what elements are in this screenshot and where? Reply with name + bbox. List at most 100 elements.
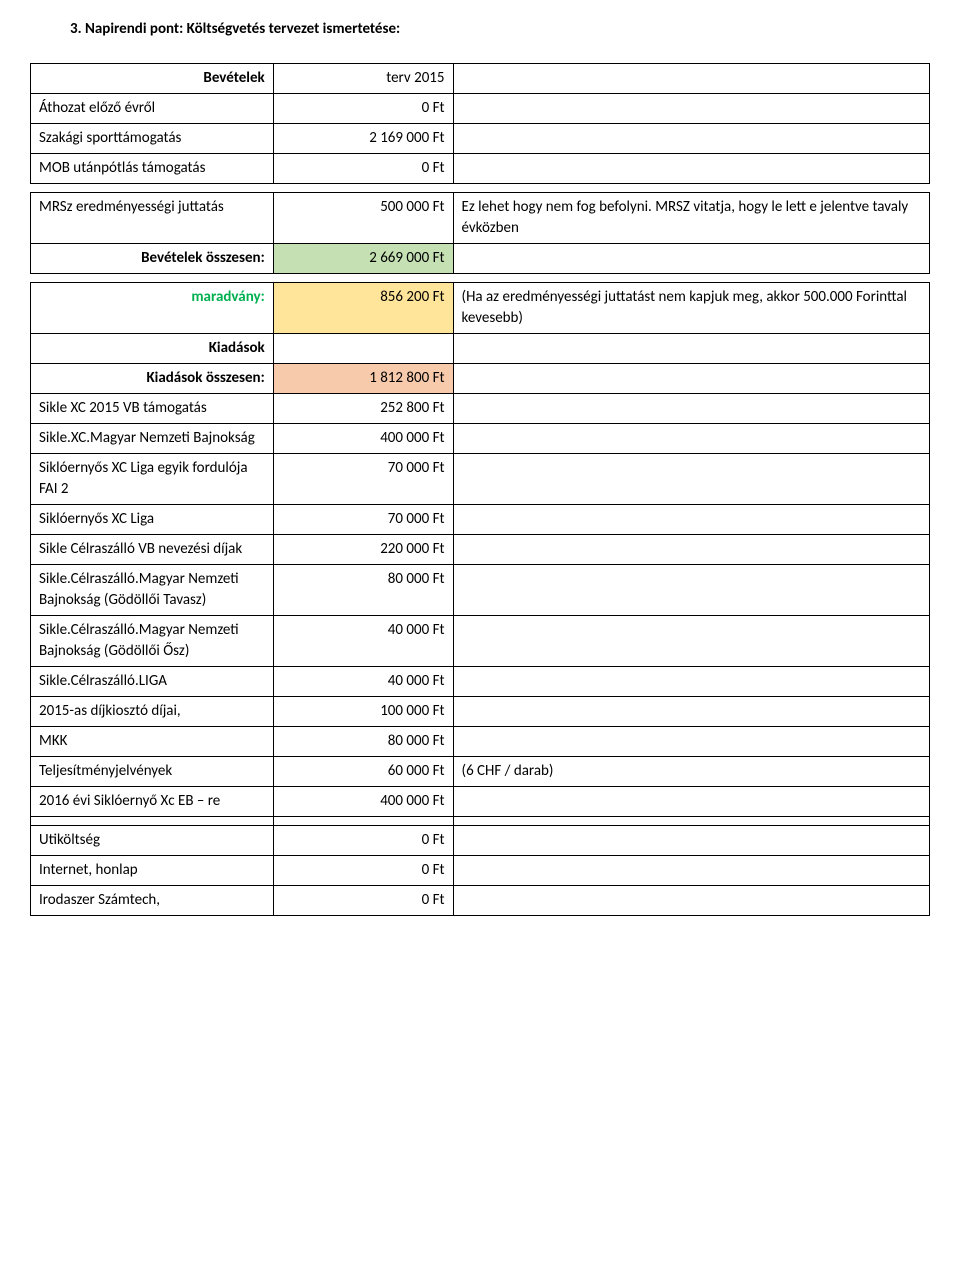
table-row: MOB utánpótlás támogatás0 Ft — [31, 154, 930, 184]
col-note — [453, 856, 929, 886]
table-row — [31, 817, 930, 826]
table-row: Kiadások összesen:1 812 800 Ft — [31, 364, 930, 394]
col-value: 70 000 Ft — [273, 505, 453, 535]
col-note — [453, 454, 929, 505]
col-note — [453, 244, 929, 274]
table-row: Internet, honlap0 Ft — [31, 856, 930, 886]
budget-table: Bevételekterv 2015Áthozat előző évről0 F… — [30, 63, 930, 916]
table-row: Áthozat előző évről0 Ft — [31, 94, 930, 124]
table-row: Sikle.Célraszálló.Magyar Nemzeti Bajnoks… — [31, 616, 930, 667]
col-note — [453, 826, 929, 856]
table-row: MRSz eredményességi juttatás500 000 FtEz… — [31, 193, 930, 244]
col-value: 60 000 Ft — [273, 757, 453, 787]
col-value: 100 000 Ft — [273, 697, 453, 727]
col-value: 220 000 Ft — [273, 535, 453, 565]
col-label: Szakági sporttámogatás — [31, 124, 274, 154]
col-value: 400 000 Ft — [273, 424, 453, 454]
table-row: maradvány:856 200 Ft(Ha az eredményesség… — [31, 283, 930, 334]
col-value: 0 Ft — [273, 886, 453, 916]
col-note: (Ha az eredményességi juttatást nem kapj… — [453, 283, 929, 334]
col-value: 0 Ft — [273, 826, 453, 856]
col-note: Ez lehet hogy nem fog befolyni. MRSZ vit… — [453, 193, 929, 244]
col-note — [453, 616, 929, 667]
table-row: Sikle XC 2015 VB támogatás252 800 Ft — [31, 394, 930, 424]
spacer-cell — [31, 184, 274, 193]
col-label: Sikle XC 2015 VB támogatás — [31, 394, 274, 424]
spacer-cell — [273, 184, 453, 193]
table-row: MKK80 000 Ft — [31, 727, 930, 757]
col-label: Siklóernyős XC Liga egyik fordulója FAI … — [31, 454, 274, 505]
col-label: Irodaszer Számtech, — [31, 886, 274, 916]
col-value: 0 Ft — [273, 154, 453, 184]
col-label: Kiadások összesen: — [31, 364, 274, 394]
table-row: Irodaszer Számtech,0 Ft — [31, 886, 930, 916]
col-note — [453, 565, 929, 616]
table-row — [31, 274, 930, 283]
col-value: 500 000 Ft — [273, 193, 453, 244]
col-value: 80 000 Ft — [273, 565, 453, 616]
col-value: 40 000 Ft — [273, 667, 453, 697]
col-label: Sikle.Célraszálló.Magyar Nemzeti Bajnoks… — [31, 565, 274, 616]
col-note — [453, 64, 929, 94]
col-value: 0 Ft — [273, 856, 453, 886]
col-note — [453, 124, 929, 154]
col-label: Bevételek összesen: — [31, 244, 274, 274]
col-value: 70 000 Ft — [273, 454, 453, 505]
col-value — [273, 334, 453, 364]
col-label: Áthozat előző évről — [31, 94, 274, 124]
col-label: Sikle.XC.Magyar Nemzeti Bajnokság — [31, 424, 274, 454]
col-value: 0 Ft — [273, 94, 453, 124]
col-label: Internet, honlap — [31, 856, 274, 886]
col-note — [453, 424, 929, 454]
col-note — [453, 727, 929, 757]
col-value: terv 2015 — [273, 64, 453, 94]
page-heading: 3. Napirendi pont: Költségvetés tervezet… — [70, 20, 930, 38]
col-label: 2016 évi Siklóernyő Xc EB – re — [31, 787, 274, 817]
col-note — [453, 787, 929, 817]
table-row: Bevételekterv 2015 — [31, 64, 930, 94]
spacer-cell — [31, 274, 274, 283]
col-label: MKK — [31, 727, 274, 757]
table-row: Sikle Célraszálló VB nevezési díjak220 0… — [31, 535, 930, 565]
col-value: 40 000 Ft — [273, 616, 453, 667]
col-label: 2015-as díjkiosztó díjai, — [31, 697, 274, 727]
table-row: Siklóernyős XC Liga egyik fordulója FAI … — [31, 454, 930, 505]
col-value — [273, 817, 453, 826]
table-row: Sikle.Célraszálló.Magyar Nemzeti Bajnoks… — [31, 565, 930, 616]
table-row: 2016 évi Siklóernyő Xc EB – re400 000 Ft — [31, 787, 930, 817]
col-note — [453, 697, 929, 727]
col-note — [453, 364, 929, 394]
spacer-cell — [453, 184, 929, 193]
col-note — [453, 334, 929, 364]
table-row: Sikle.Célraszálló.LIGA40 000 Ft — [31, 667, 930, 697]
col-label: MRSz eredményességi juttatás — [31, 193, 274, 244]
col-label: Utiköltség — [31, 826, 274, 856]
col-value: 2 169 000 Ft — [273, 124, 453, 154]
col-label: Sikle.Célraszálló.LIGA — [31, 667, 274, 697]
col-value: 2 669 000 Ft — [273, 244, 453, 274]
col-label: maradvány: — [31, 283, 274, 334]
col-note — [453, 667, 929, 697]
col-note — [453, 154, 929, 184]
col-note — [453, 394, 929, 424]
col-label: Kiadások — [31, 334, 274, 364]
table-row: Kiadások — [31, 334, 930, 364]
col-note — [453, 886, 929, 916]
col-note — [453, 535, 929, 565]
col-note: (6 CHF / darab) — [453, 757, 929, 787]
col-value: 80 000 Ft — [273, 727, 453, 757]
col-label: Siklóernyős XC Liga — [31, 505, 274, 535]
col-label: MOB utánpótlás támogatás — [31, 154, 274, 184]
table-row — [31, 184, 930, 193]
col-value: 252 800 Ft — [273, 394, 453, 424]
col-label — [31, 817, 274, 826]
table-row: Siklóernyős XC Liga70 000 Ft — [31, 505, 930, 535]
table-row: Utiköltség0 Ft — [31, 826, 930, 856]
col-value: 856 200 Ft — [273, 283, 453, 334]
table-row: Sikle.XC.Magyar Nemzeti Bajnokság400 000… — [31, 424, 930, 454]
col-label: Sikle Célraszálló VB nevezési díjak — [31, 535, 274, 565]
col-label: Teljesítményjelvények — [31, 757, 274, 787]
table-row: Teljesítményjelvények60 000 Ft(6 CHF / d… — [31, 757, 930, 787]
col-label: Bevételek — [31, 64, 274, 94]
col-note — [453, 817, 929, 826]
